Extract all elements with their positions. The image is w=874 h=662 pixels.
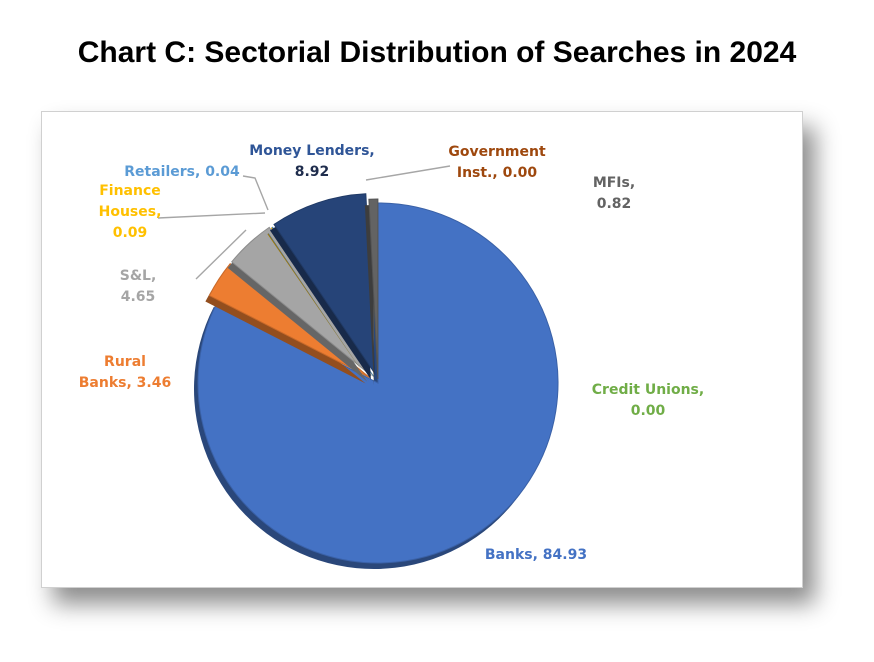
slice-depth-retailers [268,233,370,383]
data-label-line: Finance [99,183,161,199]
data-label-line: Banks, 84.93 [485,547,587,563]
data-label-money-lenders: Money Lenders, 8.92 [249,143,374,180]
leader-lines [157,165,451,280]
pie-slices [193,193,559,570]
data-labels: Banks, 84.93 Rural Banks, 3.46 S&L, 4.65 Fina… [79,143,704,563]
leader-line-sandl [195,229,247,280]
chart-title: Chart C: Sectorial Distribution of Searc… [77,36,797,69]
data-label-line: Government [448,144,546,160]
data-label-mfis: MFIs, 0.82 [593,175,635,212]
data-label-line: Inst., 0.00 [457,165,538,181]
slice-mfis [368,198,379,380]
slice-sandl [231,226,372,377]
data-label-line: 0.09 [113,225,148,241]
data-label-line: Money Lenders, [249,143,374,159]
data-label-rural-banks: Rural Banks, 3.46 [79,354,171,391]
slice-banks [197,202,559,564]
data-label-line: S&L, [120,268,157,284]
slice-money-lenders [273,193,376,376]
data-label-line: MFIs, [593,175,635,191]
data-label-line: Rural [104,354,146,370]
data-label-line: Houses, [99,204,162,220]
data-label-line: Banks, 3.46 [79,375,171,391]
leader-line-finance-houses [157,212,266,219]
data-label-line: 0.82 [597,196,632,212]
data-label-line: 8.92 [295,164,330,180]
data-label-finance-houses: Finance Houses, 0.09 [99,183,162,241]
data-label-credit-unions: Credit Unions, 0.00 [592,382,704,419]
leader-line-retailers [242,175,269,211]
data-label-line: 0.00 [631,403,666,419]
data-label-line: Retailers, 0.04 [124,164,240,180]
data-label-banks: Banks, 84.93 [485,547,587,563]
leader-line-government-inst [365,165,451,181]
data-label-line: Credit Unions, [592,382,704,398]
data-label-retailers: Retailers, 0.04 [124,164,240,180]
data-label-government-inst: Government Inst., 0.00 [448,144,546,181]
data-label-line: 4.65 [121,289,156,305]
slice-depth-finance-houses [267,233,370,383]
data-label-sandl: S&L, 4.65 [120,268,157,305]
